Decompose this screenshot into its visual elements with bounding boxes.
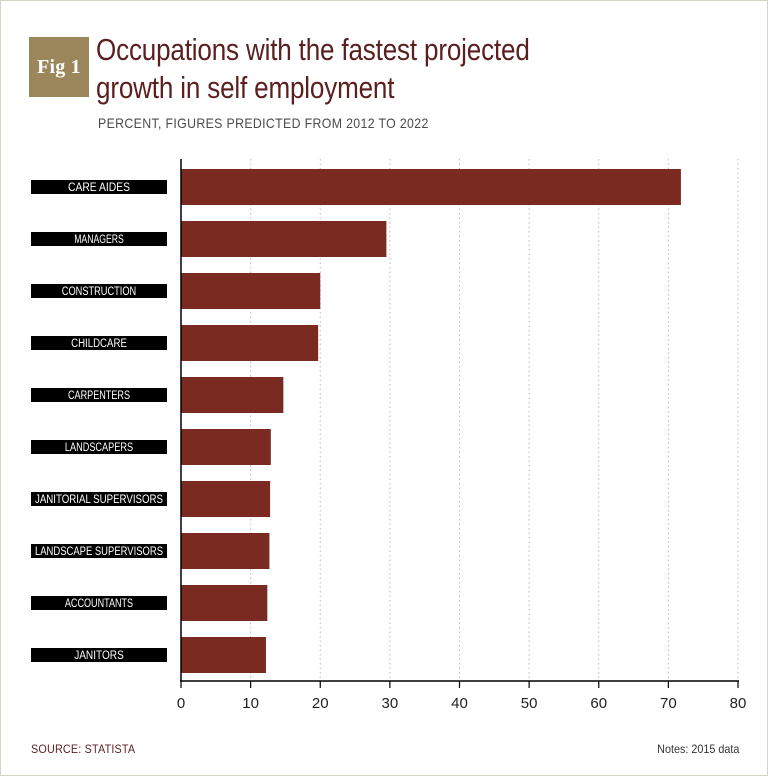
bar-care-aides (181, 169, 681, 205)
chart-title-line-2: growth in self employment (96, 70, 395, 105)
x-tick-label: 10 (242, 695, 259, 712)
category-label-bg (31, 232, 167, 246)
category-label: CARE AIDES (68, 182, 130, 194)
source-note: SOURCE: STATISTA (31, 742, 136, 756)
x-tick-label: 50 (521, 695, 538, 712)
category-label-bg (31, 544, 167, 558)
x-tick-label: 20 (312, 695, 329, 712)
category-label: CARPENTERS (68, 390, 130, 402)
data-notes: Notes: 2015 data (656, 742, 739, 756)
bar-janitors (181, 637, 266, 673)
bar-landscape-supervisors (181, 533, 270, 569)
x-tick-label: 0 (177, 695, 185, 712)
bar-landscapers (181, 429, 271, 465)
bar-managers (181, 221, 387, 257)
chart-title: Occupations with the fastest projected g… (96, 31, 533, 107)
category-label: CHILDCARE (71, 338, 127, 350)
category-label-bg (31, 180, 167, 194)
x-tick-label: 80 (730, 695, 747, 712)
category-label: ACCOUNTANTS (65, 598, 133, 610)
figure-badge: Fig 1 (29, 37, 89, 97)
chart-title-line-1: Occupations with the fastest projected (96, 32, 530, 67)
category-label-bg (31, 596, 167, 610)
category-label-bg (31, 440, 167, 454)
x-tick-label: 60 (590, 695, 607, 712)
x-tick-label: 70 (660, 695, 677, 712)
category-label-bg (31, 284, 167, 298)
bar-construction (181, 273, 321, 309)
chart-subtitle: PERCENT, FIGURES PREDICTED FROM 2012 TO … (98, 115, 429, 131)
category-label: LANDSCAPERS (65, 442, 133, 454)
category-label-bg (31, 388, 167, 402)
bar-accountants (181, 585, 268, 621)
category-label: MANAGERS (74, 234, 124, 246)
bar-childcare (181, 325, 319, 361)
category-label-bg (31, 492, 167, 506)
category-label: LANDSCAPE SUPERVISORS (35, 546, 163, 558)
bar-janitorial-supervisors (181, 481, 271, 517)
category-label: JANITORS (74, 650, 124, 662)
x-tick-label: 40 (451, 695, 468, 712)
category-label-bg (31, 336, 167, 350)
category-label: JANITORIAL SUPERVISORS (35, 494, 163, 506)
x-tick-label: 30 (382, 695, 399, 712)
category-label-bg (31, 648, 167, 662)
category-label: CONSTRUCTION (62, 286, 136, 298)
bar-carpenters (181, 377, 284, 413)
